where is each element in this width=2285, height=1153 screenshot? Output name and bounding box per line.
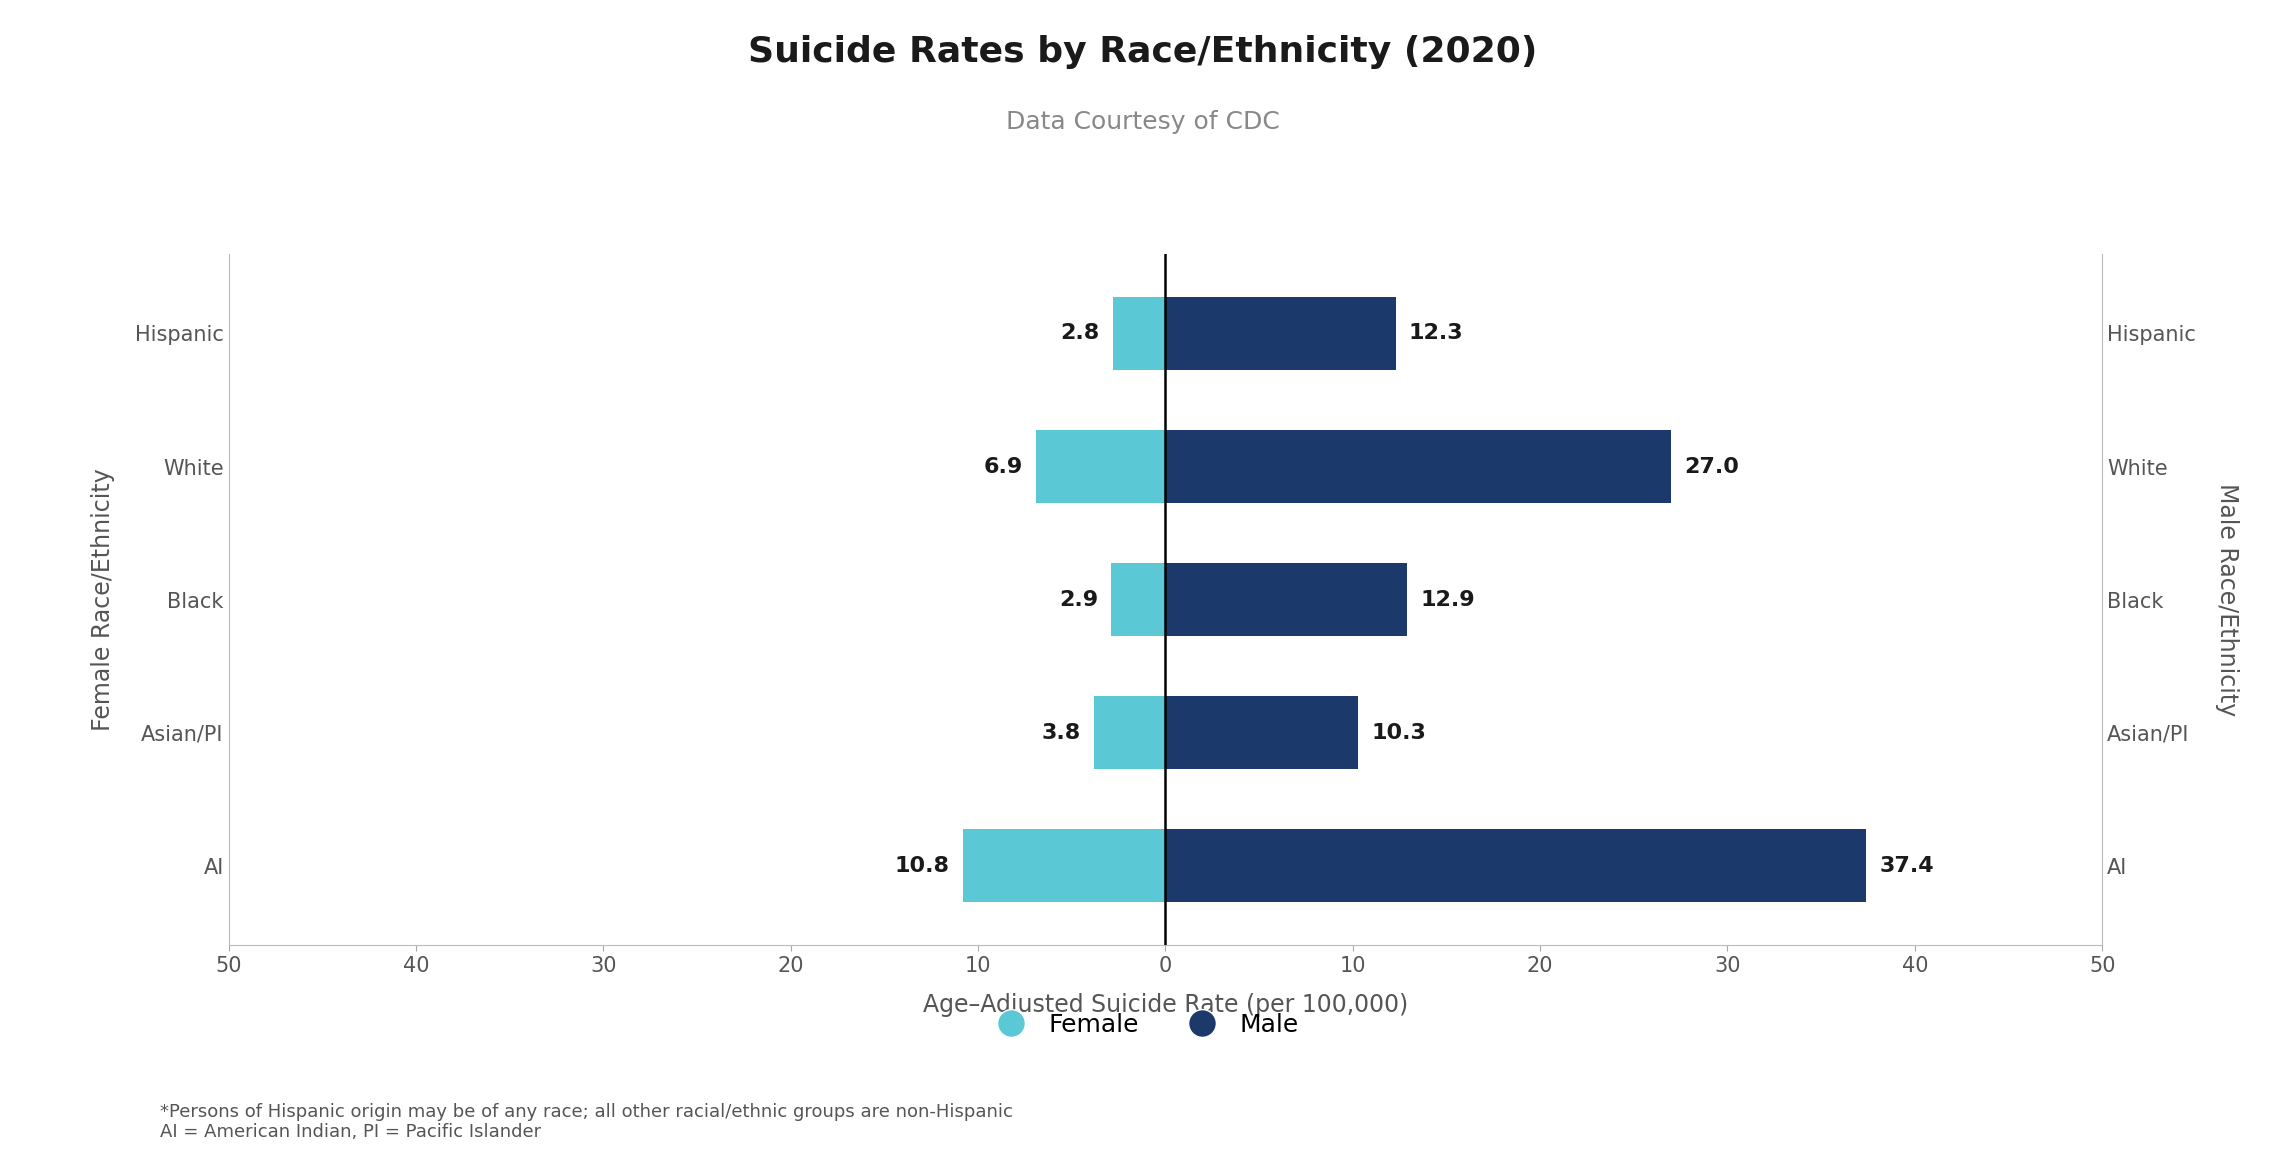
Text: 3.8: 3.8 xyxy=(1042,723,1081,743)
Bar xyxy=(962,829,1165,902)
Text: 12.3: 12.3 xyxy=(1410,324,1465,344)
Bar xyxy=(1165,563,1408,636)
Text: Data Courtesy of CDC: Data Courtesy of CDC xyxy=(1005,110,1280,134)
Bar xyxy=(1165,696,1357,769)
Text: 2.9: 2.9 xyxy=(1058,589,1097,610)
Bar xyxy=(1165,430,1670,503)
Text: *Persons of Hispanic origin may be of any race; all other racial/ethnic groups a: *Persons of Hispanic origin may be of an… xyxy=(160,1102,1012,1141)
Text: 10.3: 10.3 xyxy=(1371,723,1426,743)
Text: 10.8: 10.8 xyxy=(896,856,951,875)
Text: 37.4: 37.4 xyxy=(1878,856,1933,875)
Text: 27.0: 27.0 xyxy=(1684,457,1739,476)
Bar xyxy=(1095,696,1165,769)
Y-axis label: Female Race/Ethnicity: Female Race/Ethnicity xyxy=(91,468,114,731)
Text: 6.9: 6.9 xyxy=(985,457,1024,476)
Text: 2.8: 2.8 xyxy=(1060,324,1099,344)
Bar xyxy=(1165,296,1396,370)
Text: Suicide Rates by Race/Ethnicity (2020): Suicide Rates by Race/Ethnicity (2020) xyxy=(747,35,1538,68)
Bar xyxy=(1113,296,1165,370)
Y-axis label: Male Race/Ethnicity: Male Race/Ethnicity xyxy=(2216,483,2239,716)
Bar xyxy=(1111,563,1165,636)
Legend: Female, Male: Female, Male xyxy=(987,1012,1298,1037)
Bar xyxy=(1035,430,1165,503)
Bar xyxy=(1165,829,1867,902)
X-axis label: Age–Adjusted Suicide Rate (per 100,000): Age–Adjusted Suicide Rate (per 100,000) xyxy=(923,993,1408,1017)
Text: 12.9: 12.9 xyxy=(1421,589,1474,610)
